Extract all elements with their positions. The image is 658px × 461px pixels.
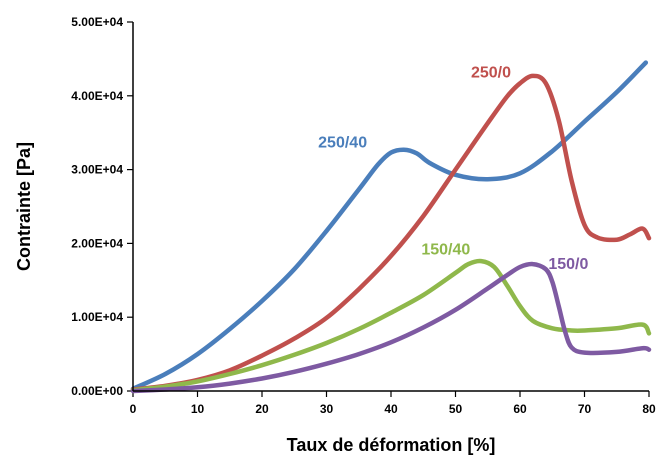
x-tick-label: 10 — [191, 402, 205, 416]
series-label-150-40: 150/40 — [421, 241, 470, 258]
x-tick-label: 50 — [449, 402, 463, 416]
series-line-150-40 — [130, 258, 652, 393]
x-tick-label: 70 — [578, 402, 592, 416]
series-label-150-0: 150/0 — [548, 256, 588, 273]
y-tick-label: 2.00E+04 — [71, 236, 123, 250]
x-tick-label: 40 — [384, 402, 398, 416]
x-tick-label: 60 — [513, 402, 527, 416]
x-tick-label: 0 — [130, 402, 137, 416]
series-line-150-0 — [130, 261, 652, 394]
y-tick-label: 4.00E+04 — [71, 89, 123, 103]
x-tick-label: 30 — [320, 402, 334, 416]
x-axis-ticks: 0 10 20 30 40 50 60 70 80 — [130, 391, 656, 416]
y-tick-label: 1.00E+04 — [71, 310, 123, 324]
y-axis-title: Contrainte [Pa] — [14, 142, 34, 271]
x-axis-title: Taux de déformation [%] — [287, 435, 496, 455]
series-line-250-0 — [130, 73, 652, 392]
series-label-250-40: 250/40 — [318, 134, 367, 151]
x-tick-label: 20 — [255, 402, 269, 416]
series-labels: 250/40 250/0 150/40 150/0 — [318, 64, 588, 273]
y-tick-label: 5.00E+04 — [71, 15, 123, 29]
series-line-250-40 — [130, 60, 649, 392]
y-tick-label: 3.00E+04 — [71, 163, 123, 177]
series-label-250-0: 250/0 — [471, 64, 511, 81]
x-tick-label: 80 — [642, 402, 656, 416]
series-lines — [130, 60, 652, 394]
axes — [132, 22, 649, 392]
y-tick-label: 0.00E+00 — [71, 384, 123, 398]
y-axis-ticks: 0.00E+00 1.00E+04 2.00E+04 3.00E+04 4.00E+04… — [71, 15, 133, 398]
